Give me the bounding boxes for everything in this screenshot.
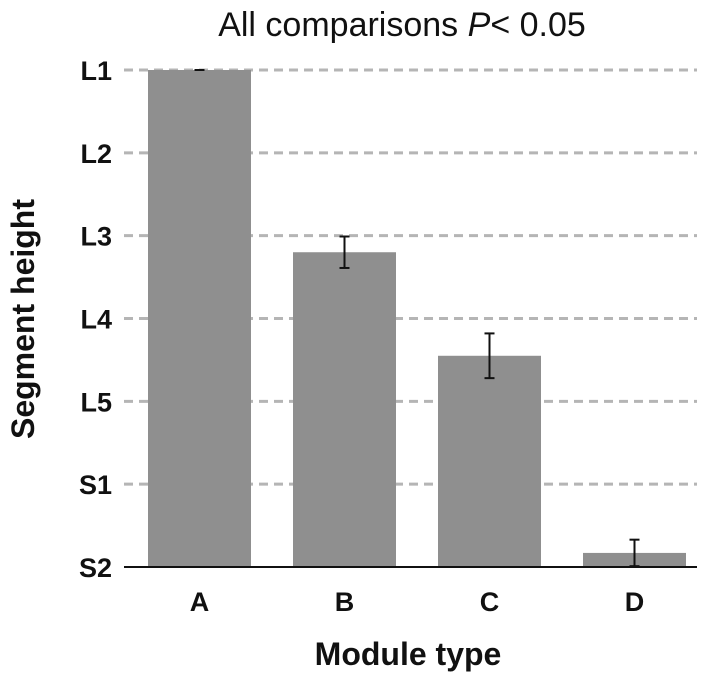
bar <box>148 70 251 567</box>
y-axis-title: Segment height <box>5 199 41 439</box>
y-tick-label: L2 <box>80 139 112 169</box>
error-bar <box>339 235 350 269</box>
bar <box>438 355 541 567</box>
y-tick-label: S2 <box>79 553 112 583</box>
chart-title-prefix: All comparisons <box>218 6 467 44</box>
error-bars <box>194 69 640 568</box>
y-tick-label: S1 <box>79 470 112 500</box>
chart-title: All comparisons P< 0.05 <box>218 6 586 44</box>
y-tick-label: L1 <box>80 56 112 86</box>
y-tick-label: L3 <box>80 222 112 252</box>
x-tick-label: B <box>335 587 355 617</box>
error-bar <box>484 332 495 380</box>
chart-title-suffix: < 0.05 <box>490 6 585 44</box>
x-tick-label: A <box>190 587 210 617</box>
y-tick-labels: L1 L2 L3 L4 L5 S1 S2 <box>79 56 112 583</box>
bar <box>293 252 396 567</box>
bars <box>148 70 686 567</box>
x-axis-title: Module type <box>315 636 502 672</box>
y-tick-label: L5 <box>80 387 112 417</box>
x-tick-labels: A B C D <box>190 587 645 617</box>
x-tick-label: C <box>480 587 500 617</box>
y-tick-label: L4 <box>80 305 112 335</box>
x-tick-label: D <box>625 587 645 617</box>
chart-title-italic: P <box>468 6 491 44</box>
